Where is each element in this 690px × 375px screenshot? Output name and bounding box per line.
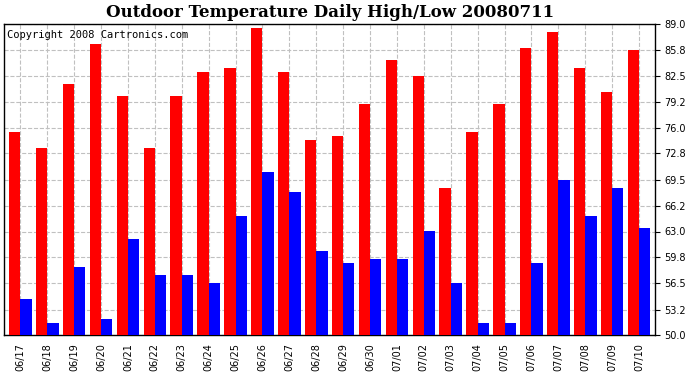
Bar: [36, 148, 47, 335]
Bar: [74, 267, 86, 335]
Bar: [547, 32, 558, 335]
Bar: [639, 228, 651, 335]
Bar: [235, 216, 247, 335]
Bar: [612, 188, 624, 335]
Bar: [424, 231, 435, 335]
Bar: [413, 76, 424, 335]
Bar: [558, 180, 570, 335]
Bar: [90, 44, 101, 335]
Bar: [531, 263, 543, 335]
Bar: [155, 275, 166, 335]
Bar: [278, 72, 289, 335]
Title: Outdoor Temperature Daily High/Low 20080711: Outdoor Temperature Daily High/Low 20080…: [106, 4, 554, 21]
Bar: [305, 140, 316, 335]
Bar: [9, 132, 20, 335]
Bar: [316, 252, 328, 335]
Bar: [493, 104, 504, 335]
Bar: [332, 136, 343, 335]
Text: Copyright 2008 Cartronics.com: Copyright 2008 Cartronics.com: [8, 30, 188, 40]
Bar: [63, 84, 74, 335]
Bar: [520, 48, 531, 335]
Bar: [262, 172, 274, 335]
Bar: [359, 104, 370, 335]
Bar: [101, 319, 112, 335]
Bar: [397, 260, 408, 335]
Bar: [170, 96, 181, 335]
Bar: [585, 216, 597, 335]
Bar: [47, 323, 59, 335]
Bar: [289, 192, 301, 335]
Bar: [197, 72, 208, 335]
Bar: [343, 263, 355, 335]
Bar: [128, 240, 139, 335]
Bar: [628, 50, 639, 335]
Bar: [181, 275, 193, 335]
Bar: [386, 60, 397, 335]
Bar: [504, 323, 516, 335]
Bar: [466, 132, 477, 335]
Bar: [224, 68, 235, 335]
Bar: [574, 68, 585, 335]
Bar: [117, 96, 128, 335]
Bar: [477, 323, 489, 335]
Bar: [144, 148, 155, 335]
Bar: [440, 188, 451, 335]
Bar: [20, 299, 32, 335]
Bar: [251, 28, 262, 335]
Bar: [208, 284, 220, 335]
Bar: [370, 260, 382, 335]
Bar: [451, 284, 462, 335]
Bar: [601, 92, 612, 335]
